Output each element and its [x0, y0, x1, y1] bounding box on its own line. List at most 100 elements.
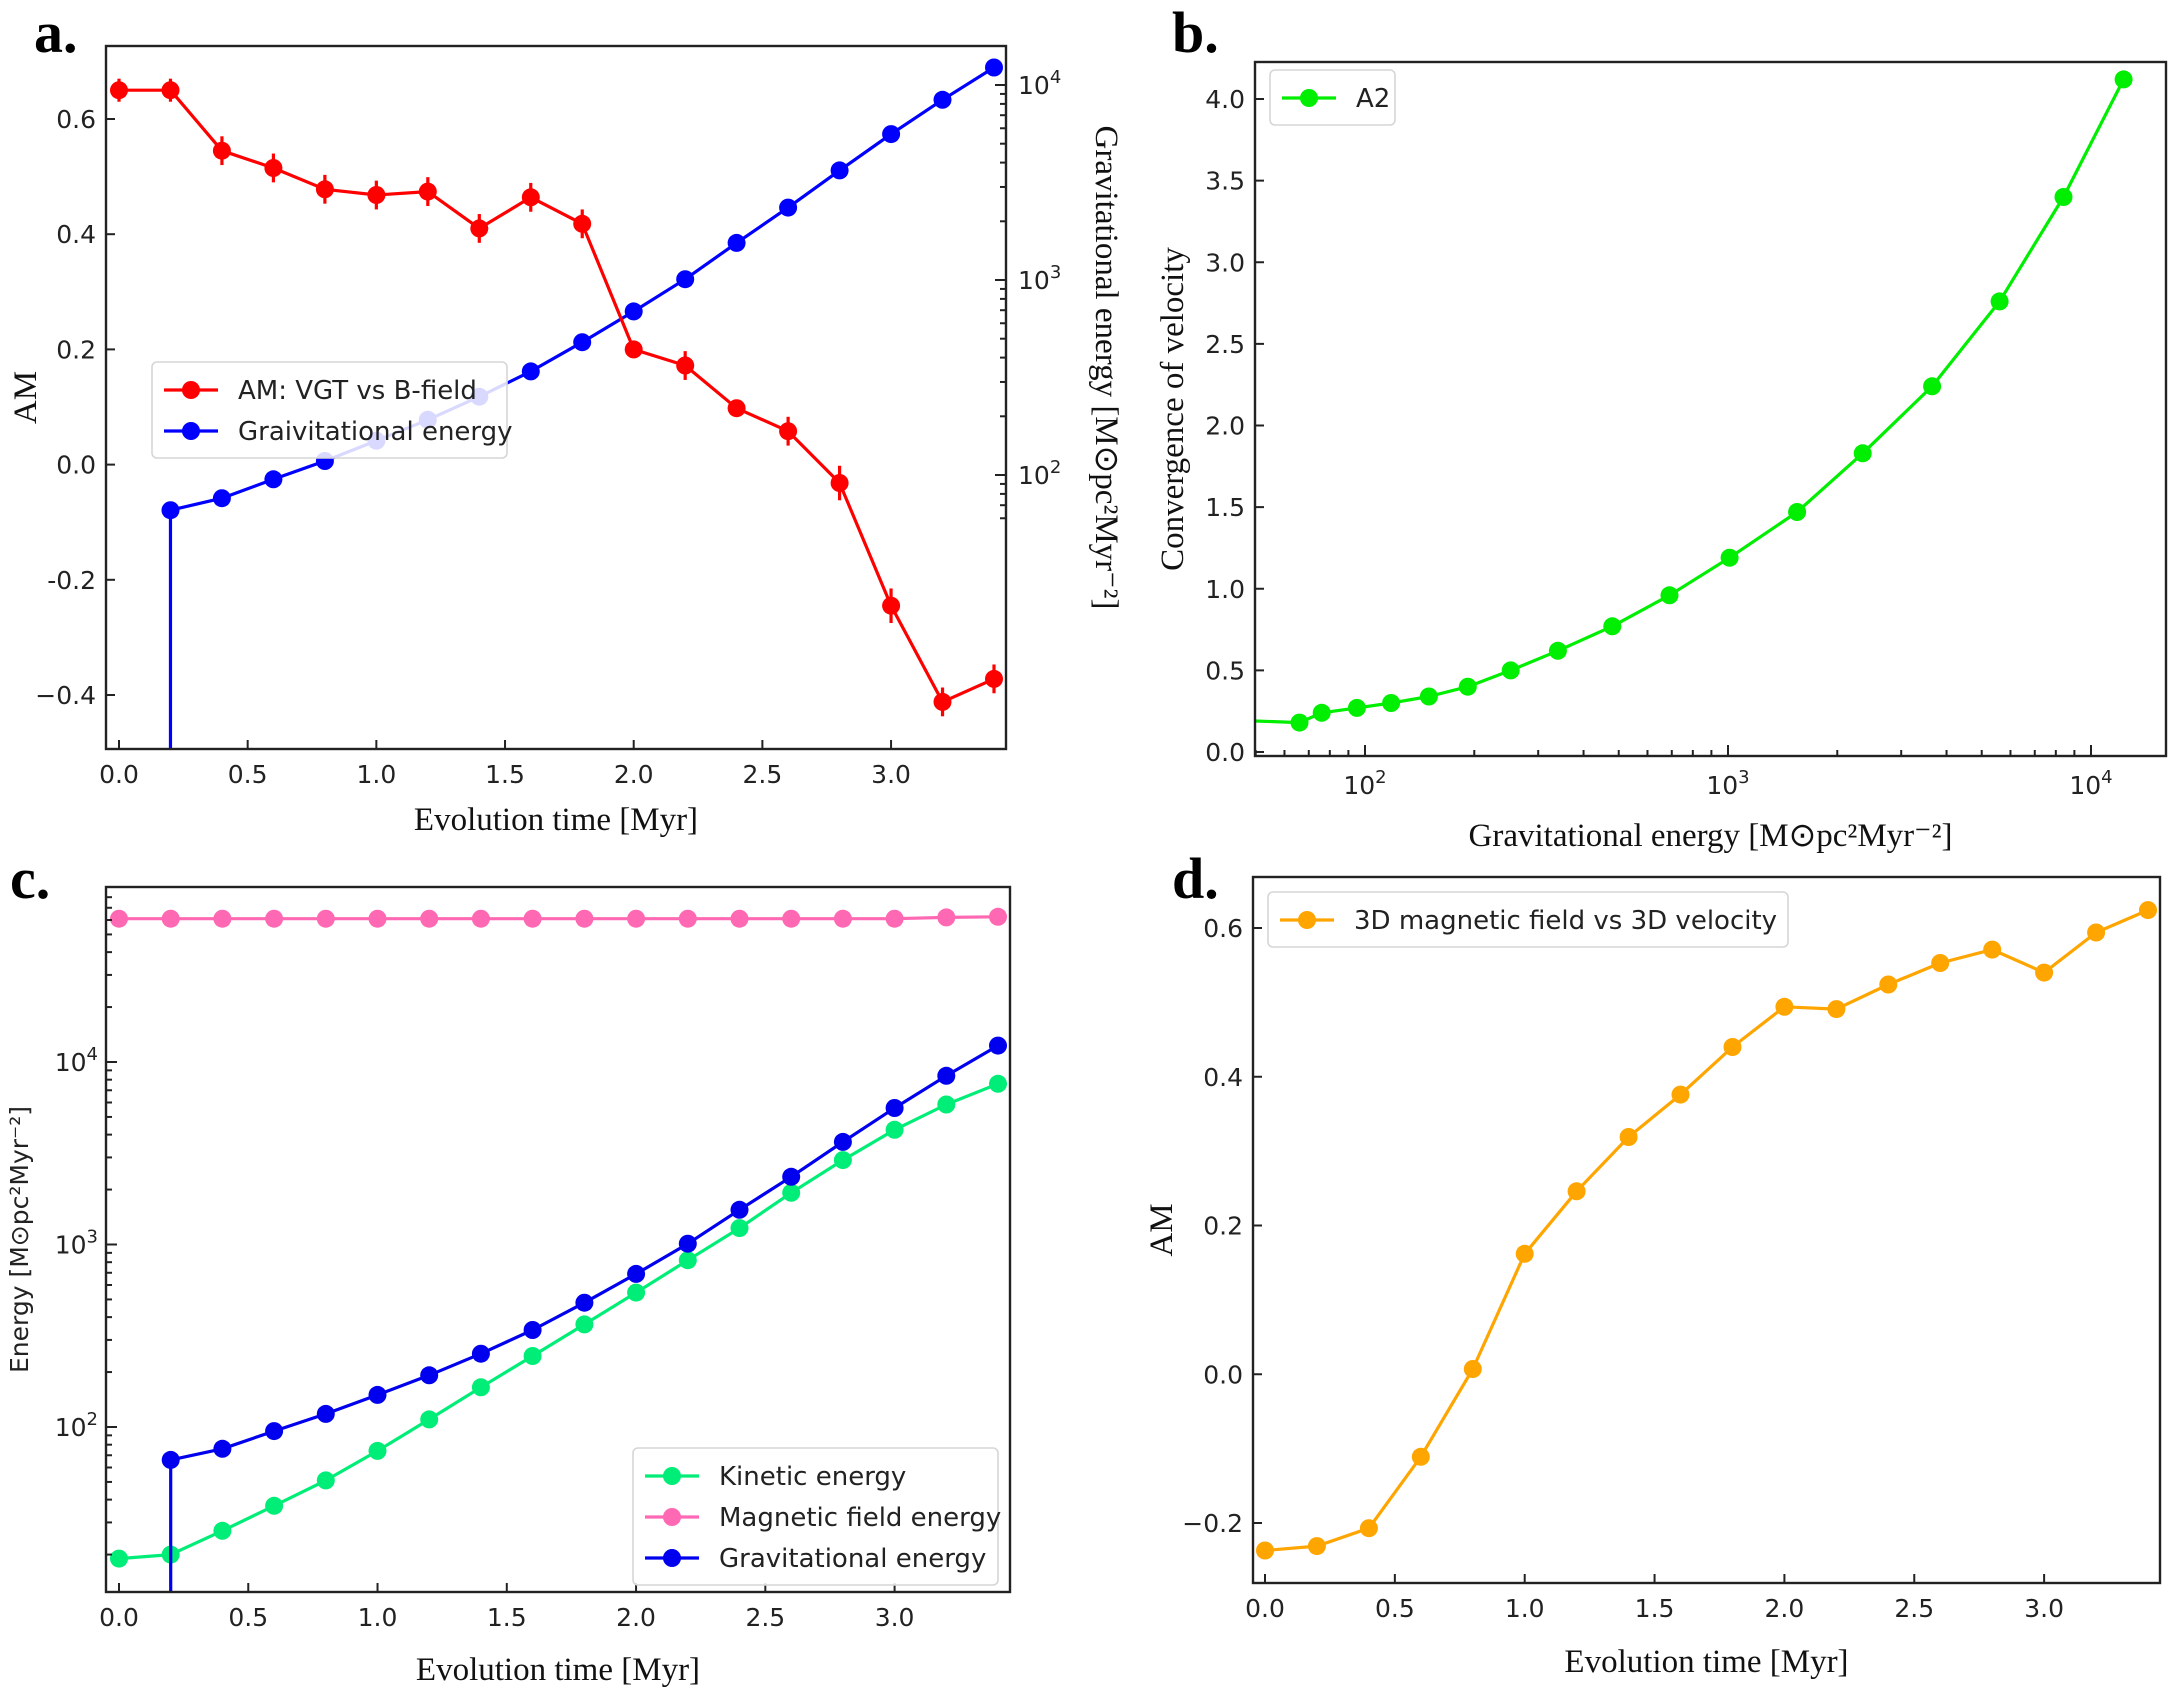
magnetic-energy-point: [730, 909, 749, 928]
x-tick-label: 102: [1343, 767, 1386, 800]
x-tick-label-exponent: 2: [1375, 767, 1386, 788]
x-tick-label: 1.5: [1635, 1594, 1675, 1623]
legend-label: A2: [1356, 84, 1390, 114]
x-tick-label: 2.0: [1765, 1594, 1805, 1623]
a2-point: [1660, 586, 1679, 605]
kinetic-energy-point: [937, 1095, 956, 1114]
gravitational-energy-point: [676, 270, 695, 289]
magnetic-energy-point: [678, 909, 697, 928]
kinetic-energy-point: [627, 1283, 646, 1302]
y-tick-label: 0.4: [1203, 1063, 1243, 1092]
x-tick-label: 2.5: [742, 760, 782, 789]
a2-line: [1254, 78, 2126, 725]
panel-d-am-3d-vs-time: 0.0 0.5 1.0 1.5 2.0 2.5 3.0 −0.2 0.0 0.2 0.4 0.6 Evo…: [1144, 875, 2162, 1680]
am-3d-point: [1723, 1038, 1742, 1056]
am-3d-point: [1983, 940, 2002, 959]
a2-point: [1290, 713, 1309, 732]
y-tick-label: 0.0: [1203, 1360, 1243, 1389]
plot-frame: [104, 44, 1008, 751]
panel-c-energy-vs-time: 0.0 0.5 1.0 1.5 2.0 2.5 3.0102103104Evolution …: [5, 885, 1012, 1688]
y-tick-label: 0.5: [1205, 656, 1245, 685]
y-tick-label: 102: [55, 1409, 98, 1442]
am-vgt-point: [161, 81, 180, 100]
a2-point: [1720, 548, 1739, 567]
gravitational-energy-point: [624, 302, 643, 321]
magnetic-energy-point: [420, 909, 439, 928]
magnetic-energy-point: [471, 909, 490, 928]
y-tick-label: 104: [55, 1044, 98, 1077]
y-tick-label: 1.5: [1205, 493, 1245, 522]
gravitational-energy-point: [575, 1293, 594, 1312]
gravitational-energy-point: [937, 1066, 956, 1085]
legend-label: Magnetic field energy: [719, 1503, 1001, 1533]
magnetic-energy-point: [265, 909, 284, 928]
y2-tick-label-exponent: 4: [1050, 67, 1061, 88]
x-tick-label-base: 10: [1706, 771, 1738, 800]
kinetic-energy-point: [523, 1347, 542, 1365]
y2-tick-label-base: 10: [1018, 266, 1050, 295]
legend-swatch-marker: [663, 1508, 681, 1526]
a2-point: [1923, 377, 1942, 396]
gravitational-energy-point: [523, 1321, 542, 1339]
y-axis-title: AM: [1144, 1203, 1180, 1256]
x-tick-label: 0.0: [1245, 1594, 1285, 1623]
x-tick-label: 0.5: [228, 1603, 268, 1632]
y2-tick-label: 103: [1018, 262, 1061, 295]
x-axis-title: Evolution time [Myr]: [1564, 1644, 1848, 1680]
a2-point: [1990, 292, 2009, 311]
y-tick-label: 4.0: [1205, 85, 1245, 114]
a2-point: [1419, 687, 1438, 706]
kinetic-energy-point: [420, 1410, 439, 1429]
a2-point: [1458, 677, 1477, 696]
x-tick-label-exponent: 3: [1738, 767, 1749, 788]
am-3d-point: [2087, 923, 2106, 942]
y-tick-label: 0.6: [56, 105, 96, 134]
y-tick-label-exponent: 3: [87, 1227, 98, 1248]
gravitational-energy-point: [885, 1099, 904, 1117]
am-vgt-point: [470, 219, 489, 238]
gravitational-energy-point: [420, 1366, 439, 1385]
magnetic-energy-point: [782, 909, 801, 928]
y-tick-label: 2.0: [1205, 412, 1245, 441]
x-tick-label: 1.5: [485, 760, 525, 789]
am-vgt-line: [119, 88, 995, 704]
y-tick-label: 0.0: [1205, 738, 1245, 767]
am-3d-point: [1619, 1128, 1638, 1146]
a2-point: [1501, 661, 1520, 680]
y-tick-label: 103: [55, 1227, 98, 1260]
y-tick-label: 0.6: [1203, 914, 1243, 943]
am-vgt-point: [727, 399, 746, 418]
magnetic-energy-point: [316, 909, 335, 928]
y-tick-label: -0.2: [47, 566, 96, 595]
gravitational-energy-point: [573, 333, 592, 352]
magnetic-energy-point: [885, 909, 904, 928]
y-tick-label: 0.4: [56, 220, 96, 249]
x-tick-label: 1.0: [358, 1603, 398, 1632]
gravitational-energy-point: [368, 1385, 387, 1404]
y-tick-label: 3.5: [1205, 167, 1245, 196]
am-vgt-point: [264, 159, 283, 177]
kinetic-energy-point: [316, 1471, 335, 1490]
gravitational-energy-point: [161, 1450, 180, 1469]
am-3d-point: [2035, 963, 2054, 982]
gravitational-energy-point: [782, 1167, 801, 1186]
a2-point: [1788, 503, 1807, 521]
a2-point: [1347, 698, 1366, 717]
am-vgt-point: [985, 669, 1003, 688]
gravitational-energy-point: [989, 1036, 1007, 1055]
gravitational-energy-point: [985, 58, 1003, 77]
y-tick-label-exponent: 4: [87, 1044, 98, 1065]
legend-label: Gravitational energy: [719, 1544, 986, 1574]
series-3d-magnetic-vs-velocity: [1256, 901, 2157, 1560]
a2-point: [1548, 641, 1567, 660]
am-vgt-point: [779, 422, 798, 441]
gravitational-energy-point: [161, 501, 180, 520]
legend-box: [1267, 891, 1789, 948]
panel-letter-d: d.: [1172, 846, 1219, 911]
am-3d-point: [2139, 901, 2157, 920]
am-vgt-point: [676, 356, 695, 375]
am-vgt-point: [315, 180, 334, 199]
am-3d-point: [1256, 1541, 1274, 1560]
x-tick-label: 2.5: [1894, 1594, 1934, 1623]
panel-b-convergence-vs-energy: 102 103 1040.00.51.01.52.02.53.03.54.0Grav…: [1155, 60, 2168, 854]
